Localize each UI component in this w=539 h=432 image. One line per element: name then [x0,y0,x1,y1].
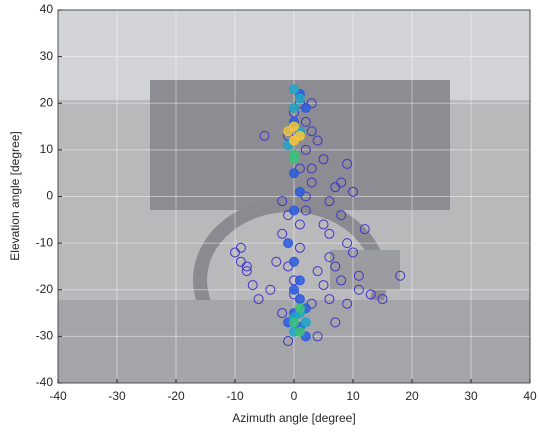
x-axis-label: Azimuth angle [degree] [232,411,355,425]
x-tick-label: -10 [226,389,244,403]
x-tick-label: 0 [291,389,298,403]
x-tick-label: 10 [346,389,360,403]
y-axis-label: Elevation angle [degree] [8,131,22,260]
scatter-point [295,276,304,285]
x-tick-label: -40 [49,389,67,403]
scatter-point [301,103,310,112]
scatter-point [284,127,293,136]
scatter-point [295,94,304,103]
y-tick-label: -20 [36,282,54,296]
y-tick-label: 20 [40,95,54,109]
x-tick-label: 30 [464,389,478,403]
scatter-point [295,327,304,336]
x-tick-label: 40 [523,389,537,403]
scatter-point [290,257,299,266]
y-tick-label: -40 [36,375,54,389]
scatter-point [290,285,299,294]
scatter-point [290,85,299,94]
scatter-point [290,318,299,327]
y-tick-label: 0 [46,189,53,203]
scatter-point [301,318,310,327]
x-tick-label: 20 [405,389,419,403]
scatter-point [290,169,299,178]
x-tick-label: -30 [108,389,126,403]
scatter-point [295,304,304,313]
scatter-point [295,187,304,196]
y-tick-label: -30 [36,329,54,343]
y-tick-label: 10 [40,142,54,156]
scatter-point [290,103,299,112]
scatter-point [290,150,299,159]
chart: Azimuth angle [degree] Elevation angle [… [0,0,539,432]
scatter-point [295,295,304,304]
y-tick-label: 40 [40,2,54,16]
y-tick-label: 30 [40,49,54,63]
scatter-point [290,206,299,215]
scatter-point [284,239,293,248]
x-tick-label: -20 [167,389,185,403]
scatter-point [295,131,304,140]
y-tick-label: -10 [36,235,54,249]
